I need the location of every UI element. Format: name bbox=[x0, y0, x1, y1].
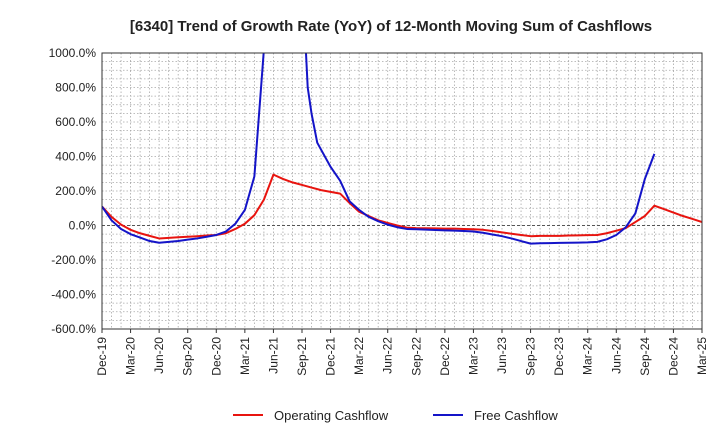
x-tick-label: Sep-24 bbox=[638, 337, 652, 376]
y-tick-label: 0.0% bbox=[69, 219, 97, 233]
y-tick-label: -400.0% bbox=[51, 288, 96, 302]
grid-layer bbox=[102, 53, 702, 329]
x-tick-label: Mar-22 bbox=[352, 337, 366, 375]
x-tick-label: Dec-20 bbox=[209, 337, 223, 376]
x-tick-label: Sep-21 bbox=[295, 337, 309, 376]
x-tick-label: Mar-20 bbox=[124, 337, 138, 375]
series-line-free-cashflow bbox=[102, 53, 656, 245]
y-tick-label: -200.0% bbox=[51, 253, 96, 267]
y-tick-label: 200.0% bbox=[55, 184, 96, 198]
x-tick-label: Dec-22 bbox=[438, 337, 452, 376]
series-line-free-cashflow bbox=[713, 50, 720, 323]
x-tick-label: Dec-19 bbox=[95, 337, 109, 376]
legend: Operating Cashflow Free Cashflow bbox=[233, 408, 558, 423]
y-tick-label: 800.0% bbox=[55, 81, 96, 95]
x-tick-label: Dec-24 bbox=[666, 337, 680, 376]
x-tick-label: Jun-20 bbox=[152, 337, 166, 374]
x-tick-label: Sep-20 bbox=[181, 337, 195, 376]
chart-title: [6340] Trend of Growth Rate (YoY) of 12-… bbox=[130, 18, 652, 35]
x-tick-label: Jun-23 bbox=[495, 337, 509, 374]
y-tick-label: -600.0% bbox=[51, 322, 96, 336]
legend-label-free-cashflow: Free Cashflow bbox=[474, 408, 558, 423]
x-tick-label: Dec-21 bbox=[324, 337, 338, 376]
y-tick-label: 1000.0% bbox=[49, 46, 97, 60]
x-tick-label: Mar-23 bbox=[466, 337, 480, 375]
axis-layer: 1000.0% 800.0% 600.0% 400.0% 200.0% 0.0% -200.… bbox=[49, 46, 709, 376]
x-tick-label: Mar-24 bbox=[581, 337, 595, 375]
y-tick-label: 400.0% bbox=[55, 150, 96, 164]
x-tick-label: Jun-24 bbox=[609, 337, 623, 374]
legend-label-operating-cashflow: Operating Cashflow bbox=[274, 408, 389, 423]
series-line-operating-cashflow bbox=[102, 173, 702, 240]
x-tick-label: Jun-22 bbox=[381, 337, 395, 374]
x-tick-label: Sep-23 bbox=[524, 337, 538, 376]
x-tick-label: Sep-22 bbox=[409, 337, 423, 376]
x-tick-label: Jun-21 bbox=[266, 337, 280, 374]
series-layer bbox=[102, 50, 720, 323]
x-tick-label: Dec-23 bbox=[552, 337, 566, 376]
plot-frame bbox=[101, 52, 703, 330]
x-tick-label: Mar-25 bbox=[695, 337, 709, 375]
x-tick-label: Mar-21 bbox=[238, 337, 252, 375]
y-tick-label: 600.0% bbox=[55, 115, 96, 129]
